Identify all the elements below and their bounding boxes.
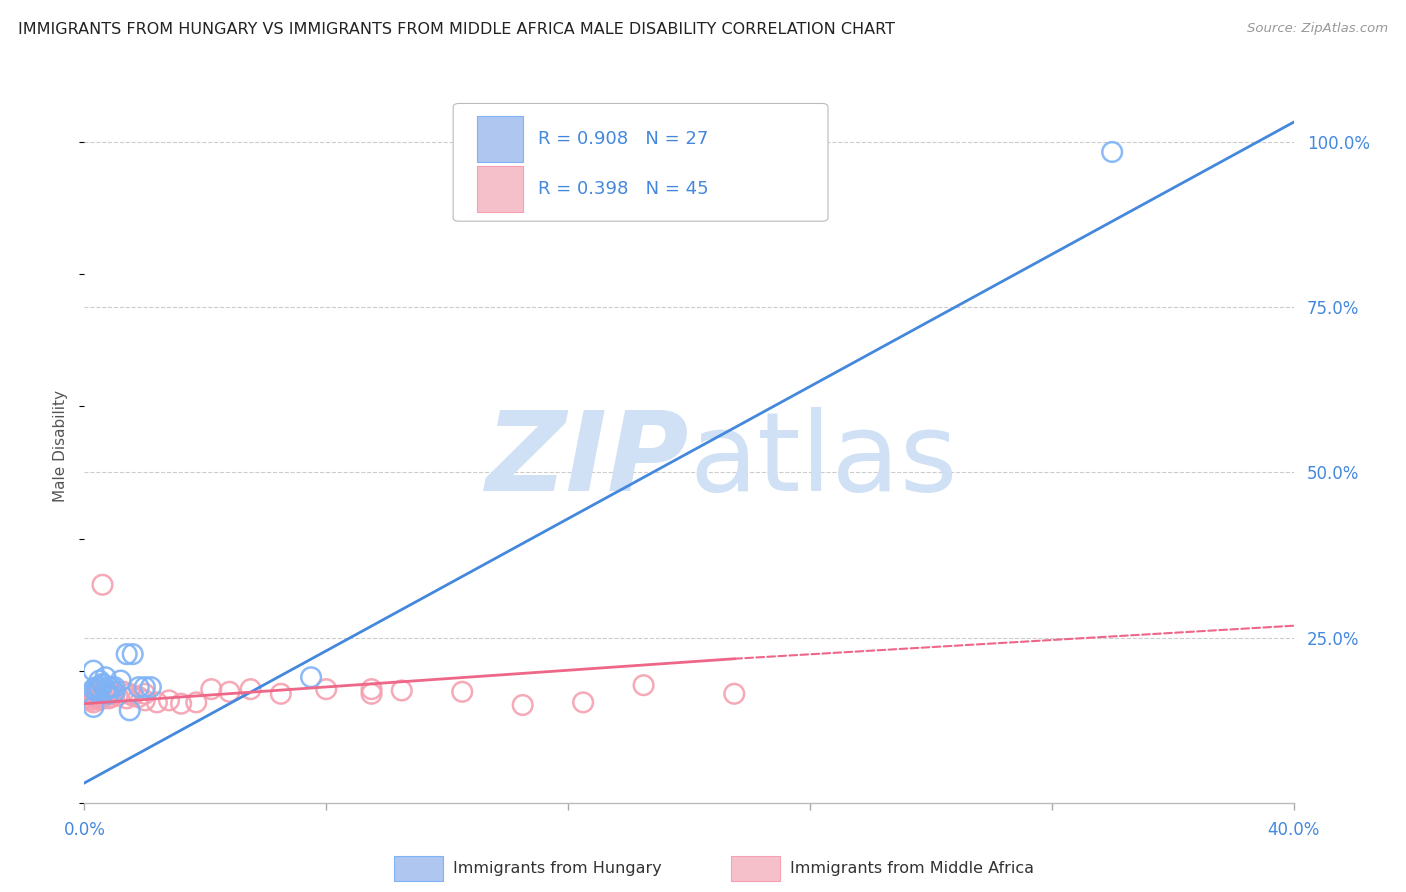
FancyBboxPatch shape — [478, 166, 523, 212]
Point — [134, 680, 156, 694]
Point — [91, 678, 114, 692]
Point — [451, 685, 474, 699]
Point — [200, 682, 222, 697]
FancyBboxPatch shape — [478, 116, 523, 162]
Point — [97, 680, 120, 694]
Text: Immigrants from Hungary: Immigrants from Hungary — [453, 862, 661, 876]
Point — [115, 691, 138, 706]
Point — [82, 689, 104, 703]
Point — [76, 691, 98, 706]
Point — [89, 689, 111, 703]
Point — [91, 578, 114, 592]
Point — [270, 687, 292, 701]
Point — [86, 680, 108, 694]
Point — [115, 647, 138, 661]
Point — [315, 682, 337, 697]
Point — [391, 683, 413, 698]
Point — [104, 680, 127, 694]
Point — [134, 687, 156, 701]
Point — [218, 685, 240, 699]
Point — [82, 664, 104, 678]
Text: 40.0%: 40.0% — [1267, 821, 1320, 838]
Point — [118, 687, 141, 701]
Point — [104, 687, 127, 701]
Point — [186, 695, 208, 709]
Point — [104, 685, 127, 699]
Point — [89, 673, 111, 688]
Point — [100, 690, 122, 704]
Text: atlas: atlas — [689, 407, 957, 514]
Point — [91, 690, 114, 704]
Point — [86, 689, 108, 703]
Point — [91, 690, 114, 704]
Point — [360, 682, 382, 697]
Point — [128, 680, 150, 694]
Point — [91, 677, 114, 691]
Point — [170, 697, 193, 711]
FancyBboxPatch shape — [453, 103, 828, 221]
Point — [89, 691, 111, 706]
Point — [86, 691, 108, 706]
Point — [128, 690, 150, 704]
Point — [239, 682, 262, 697]
Point — [100, 687, 122, 701]
Point — [97, 687, 120, 701]
Point — [1101, 145, 1123, 159]
Point — [79, 687, 101, 701]
Text: Immigrants from Middle Africa: Immigrants from Middle Africa — [790, 862, 1035, 876]
Point — [157, 693, 180, 707]
Text: ZIP: ZIP — [485, 407, 689, 514]
Point — [89, 683, 111, 698]
Point — [94, 689, 117, 703]
Point — [633, 678, 655, 692]
Point — [121, 689, 143, 703]
Point — [121, 647, 143, 661]
Point — [82, 700, 104, 714]
Point — [82, 687, 104, 701]
Point — [94, 688, 117, 702]
Point — [94, 670, 117, 684]
Text: IMMIGRANTS FROM HUNGARY VS IMMIGRANTS FROM MIDDLE AFRICA MALE DISABILITY CORRELA: IMMIGRANTS FROM HUNGARY VS IMMIGRANTS FR… — [18, 22, 896, 37]
Point — [97, 691, 120, 706]
Point — [89, 680, 111, 694]
Text: Source: ZipAtlas.com: Source: ZipAtlas.com — [1247, 22, 1388, 36]
Point — [360, 687, 382, 701]
Point — [94, 683, 117, 698]
Point — [299, 670, 322, 684]
Point — [146, 695, 169, 709]
Point — [82, 682, 104, 697]
Point — [82, 695, 104, 709]
Point — [112, 685, 135, 699]
Point — [79, 690, 101, 704]
Point — [139, 680, 162, 694]
Point — [723, 687, 745, 701]
Point — [86, 685, 108, 699]
Point — [572, 695, 595, 709]
Point — [107, 689, 129, 703]
Point — [118, 703, 141, 717]
Point — [100, 680, 122, 694]
Point — [89, 692, 111, 706]
Text: R = 0.398   N = 45: R = 0.398 N = 45 — [538, 180, 709, 198]
Point — [134, 693, 156, 707]
Point — [79, 693, 101, 707]
Point — [512, 698, 534, 712]
Point — [110, 673, 132, 688]
Y-axis label: Male Disability: Male Disability — [53, 390, 69, 502]
Text: R = 0.908   N = 27: R = 0.908 N = 27 — [538, 130, 709, 148]
Text: 0.0%: 0.0% — [63, 821, 105, 838]
